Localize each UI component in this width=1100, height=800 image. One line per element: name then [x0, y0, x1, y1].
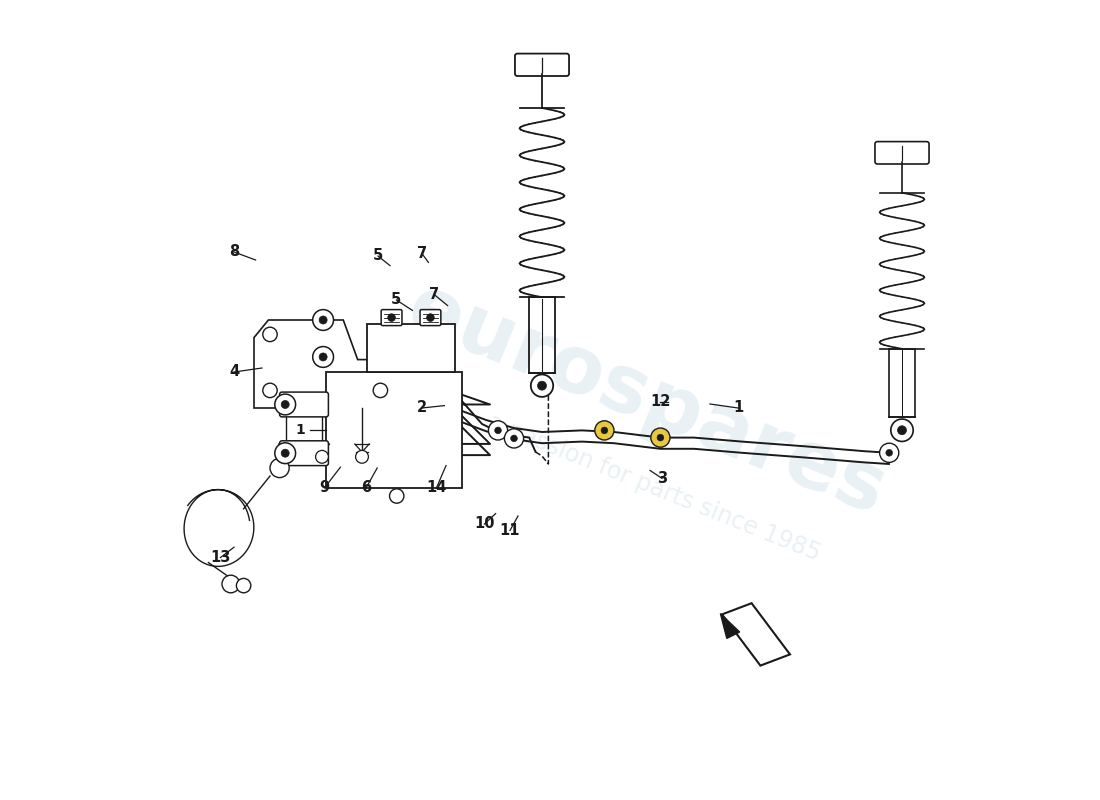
Circle shape [263, 327, 277, 342]
Polygon shape [722, 603, 790, 666]
Circle shape [387, 314, 395, 322]
Text: 5: 5 [392, 293, 402, 307]
Text: 10: 10 [474, 517, 495, 531]
Circle shape [282, 450, 289, 457]
Text: 12: 12 [650, 394, 671, 409]
Circle shape [488, 421, 507, 440]
FancyBboxPatch shape [420, 310, 441, 326]
Circle shape [651, 428, 670, 447]
Circle shape [316, 450, 329, 463]
Text: 5: 5 [373, 249, 383, 263]
FancyBboxPatch shape [279, 392, 329, 417]
Circle shape [531, 374, 553, 397]
Circle shape [222, 575, 240, 593]
Text: 3: 3 [657, 471, 667, 486]
Circle shape [510, 435, 517, 442]
Text: eurospares: eurospares [395, 269, 896, 531]
Text: 8: 8 [229, 245, 239, 259]
Text: 6: 6 [361, 481, 371, 495]
Circle shape [373, 383, 387, 398]
Circle shape [880, 443, 899, 462]
Circle shape [495, 427, 502, 434]
Circle shape [657, 434, 663, 441]
Circle shape [898, 426, 906, 434]
Text: 9: 9 [319, 481, 330, 495]
Circle shape [601, 427, 608, 434]
Circle shape [279, 450, 293, 463]
Text: 11: 11 [499, 523, 520, 538]
Circle shape [270, 458, 289, 478]
Circle shape [282, 401, 289, 409]
Text: 1: 1 [296, 423, 306, 437]
Circle shape [505, 429, 524, 448]
Text: 7: 7 [429, 287, 439, 302]
Polygon shape [326, 372, 462, 488]
Text: 1: 1 [733, 401, 744, 415]
Text: 14: 14 [426, 481, 447, 495]
Text: 4: 4 [229, 365, 239, 379]
Circle shape [263, 383, 277, 398]
Text: a passion for parts since 1985: a passion for parts since 1985 [484, 410, 824, 566]
Circle shape [312, 310, 333, 330]
FancyBboxPatch shape [279, 441, 329, 466]
Text: 2: 2 [417, 401, 427, 415]
Circle shape [275, 443, 296, 463]
Circle shape [275, 394, 296, 415]
FancyBboxPatch shape [515, 54, 569, 76]
Circle shape [319, 353, 327, 361]
Circle shape [389, 489, 404, 503]
Text: 7: 7 [417, 246, 427, 261]
Polygon shape [254, 320, 398, 408]
Circle shape [891, 419, 913, 442]
Circle shape [595, 421, 614, 440]
Circle shape [355, 450, 368, 463]
Text: 13: 13 [210, 550, 231, 565]
Circle shape [319, 316, 327, 324]
Circle shape [236, 578, 251, 593]
Circle shape [886, 450, 892, 456]
FancyBboxPatch shape [382, 310, 402, 326]
Polygon shape [720, 614, 739, 638]
FancyBboxPatch shape [874, 142, 929, 164]
Polygon shape [366, 324, 455, 372]
Circle shape [312, 346, 333, 367]
Circle shape [538, 382, 547, 390]
Circle shape [427, 314, 434, 322]
